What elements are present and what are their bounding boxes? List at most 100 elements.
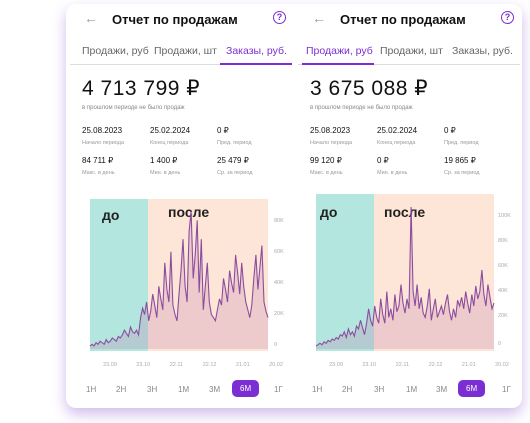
tab-orders-rub[interactable]: Заказы, руб. xyxy=(452,45,513,57)
stat-prev-label: Пред. период xyxy=(444,140,479,146)
period-3m[interactable]: 3М xyxy=(436,385,448,394)
x-tick-label: 22.12 xyxy=(429,362,443,368)
header: ← Отчет по продажам ? xyxy=(70,4,292,34)
tab-bar: Продажи, руб Продажи, шт Заказы, руб. xyxy=(298,38,520,65)
series-area xyxy=(90,211,268,349)
stat-min-day: 0 ₽ xyxy=(377,156,389,165)
period-1y[interactable]: 1Г xyxy=(502,385,511,394)
x-axis-ticks: 23.09 23.10 22.11 22.12 21.01 20.02 xyxy=(103,362,283,368)
series-line xyxy=(315,206,495,347)
series-line xyxy=(89,210,269,347)
stat-max-day: 99 120 ₽ xyxy=(310,156,342,165)
previous-period-note: в прошлом периоде не было продаж xyxy=(310,105,413,111)
period-6m[interactable]: 6М xyxy=(232,380,260,397)
active-tab-indicator xyxy=(302,63,374,65)
total-value: 3 675 088 ₽ xyxy=(310,77,429,100)
stat-end-label: Конец периода xyxy=(377,140,416,146)
period-1w[interactable]: 1Н xyxy=(86,385,97,394)
y-tick-label: 80K xyxy=(498,238,508,244)
period-6m[interactable]: 6М xyxy=(458,380,486,397)
tab-sales-units[interactable]: Продажи, шт xyxy=(154,45,217,57)
y-tick-label: 40K xyxy=(498,288,508,294)
stat-start-label: Начало периода xyxy=(310,140,353,146)
sales-report-panel-sales: ← Отчет по продажам ? Продажи, руб Прода… xyxy=(298,4,520,404)
period-2w[interactable]: 2Н xyxy=(342,385,353,394)
after-label: после xyxy=(384,204,425,220)
period-1y[interactable]: 1Г xyxy=(274,385,283,394)
help-icon[interactable]: ? xyxy=(501,11,514,24)
before-region xyxy=(316,194,374,351)
y-tick-label: 100K xyxy=(498,213,511,219)
back-arrow-icon[interactable]: ← xyxy=(312,10,326,26)
before-region xyxy=(90,199,148,351)
y-tick-label: 20K xyxy=(274,311,284,317)
y-tick-label: 40K xyxy=(274,280,284,286)
x-tick-label: 23.10 xyxy=(136,362,150,368)
period-selector: 1Н 2Н 3Н 1М 3М 6М 1Г xyxy=(70,379,292,403)
after-label: после xyxy=(168,204,209,220)
x-tick-label: 22.11 xyxy=(396,362,409,368)
stat-prev-period: 0 ₽ xyxy=(444,126,456,135)
total-value: 4 713 799 ₽ xyxy=(82,77,201,100)
y-tick-label: 60K xyxy=(498,263,508,269)
x-axis-ticks: 23.09 23.10 22.11 22.12 21.01 20.02 xyxy=(329,362,509,368)
before-label: до xyxy=(102,207,119,223)
x-tick-label: 22.12 xyxy=(203,362,217,368)
x-tick-label: 21.01 xyxy=(462,362,476,368)
stat-start-label: Начало периода xyxy=(82,140,125,146)
stat-avg: 25 479 ₽ xyxy=(217,156,249,165)
period-3w[interactable]: 3Н xyxy=(374,385,385,394)
stat-prev-period: 0 ₽ xyxy=(217,126,229,135)
sales-chart: до после 80K 60K 40K 20K 0 23.09 23.10 22.11 22… xyxy=(89,199,284,368)
tab-orders-rub[interactable]: Заказы, руб. xyxy=(226,45,287,57)
y-tick-label: 0 xyxy=(498,341,501,347)
before-label: до xyxy=(320,204,337,220)
stat-max-label: Макс. в день xyxy=(82,170,115,176)
period-3w[interactable]: 3Н xyxy=(147,385,158,394)
stat-start-date: 25.08.2023 xyxy=(82,126,123,135)
stat-end-label: Конец периода xyxy=(150,140,189,146)
y-tick-label: 20K xyxy=(498,313,508,319)
tab-sales-units[interactable]: Продажи, шт xyxy=(380,45,443,57)
header: ← Отчет по продажам ? xyxy=(298,4,520,34)
back-arrow-icon[interactable]: ← xyxy=(84,10,98,26)
y-axis-ticks: 80K 60K 40K 20K 0 xyxy=(274,218,284,348)
stat-prev-label: Пред. период xyxy=(217,140,252,146)
tab-bar: Продажи, руб Продажи, шт Заказы, руб. xyxy=(70,38,292,65)
x-tick-label: 21.01 xyxy=(236,362,250,368)
page-title: Отчет по продажам xyxy=(340,12,466,27)
period-1m[interactable]: 1М xyxy=(406,385,418,394)
stat-avg-label: Ср. за период xyxy=(444,170,480,176)
y-tick-label: 80K xyxy=(274,218,284,224)
stat-end-date: 25.02.2024 xyxy=(377,126,418,135)
y-axis-ticks: 100K 80K 60K 40K 20K 0 xyxy=(498,213,511,347)
sales-chart: до после 100K 80K 60K 40K 20K 0 23.09 23.10 22.… xyxy=(315,194,511,368)
help-icon[interactable]: ? xyxy=(273,11,286,24)
stat-start-date: 25.08.2023 xyxy=(310,126,351,135)
x-tick-label: 23.10 xyxy=(362,362,376,368)
stat-max-day: 84 711 ₽ xyxy=(82,156,114,165)
stat-min-day: 1 400 ₽ xyxy=(150,156,178,165)
period-1m[interactable]: 1М xyxy=(178,385,190,394)
stat-avg-label: Ср. за период xyxy=(217,170,253,176)
page-title: Отчет по продажам xyxy=(112,12,238,27)
tab-sales-rub[interactable]: Продажи, руб xyxy=(306,45,373,57)
stat-min-label: Мин. в день xyxy=(377,170,408,176)
tab-sales-rub[interactable]: Продажи, руб xyxy=(82,45,149,57)
x-tick-label: 20.02 xyxy=(495,362,509,368)
stat-min-label: Мин. в день xyxy=(150,170,181,176)
y-tick-label: 0 xyxy=(274,342,277,348)
sales-report-panel-orders: ← Отчет по продажам ? Продажи, руб Прода… xyxy=(70,4,292,404)
stat-end-date: 25.02.2024 xyxy=(150,126,191,135)
stat-avg: 19 865 ₽ xyxy=(444,156,476,165)
after-region xyxy=(374,194,494,351)
period-3m[interactable]: 3М xyxy=(209,385,221,394)
y-tick-label: 60K xyxy=(274,249,284,255)
period-2w[interactable]: 2Н xyxy=(116,385,127,394)
period-1w[interactable]: 1Н xyxy=(312,385,323,394)
x-tick-label: 23.09 xyxy=(103,362,117,368)
x-tick-label: 22.11 xyxy=(170,362,183,368)
previous-period-note: в прошлом периоде не было продаж xyxy=(82,105,185,111)
x-tick-label: 23.09 xyxy=(329,362,343,368)
active-tab-indicator xyxy=(220,63,292,65)
